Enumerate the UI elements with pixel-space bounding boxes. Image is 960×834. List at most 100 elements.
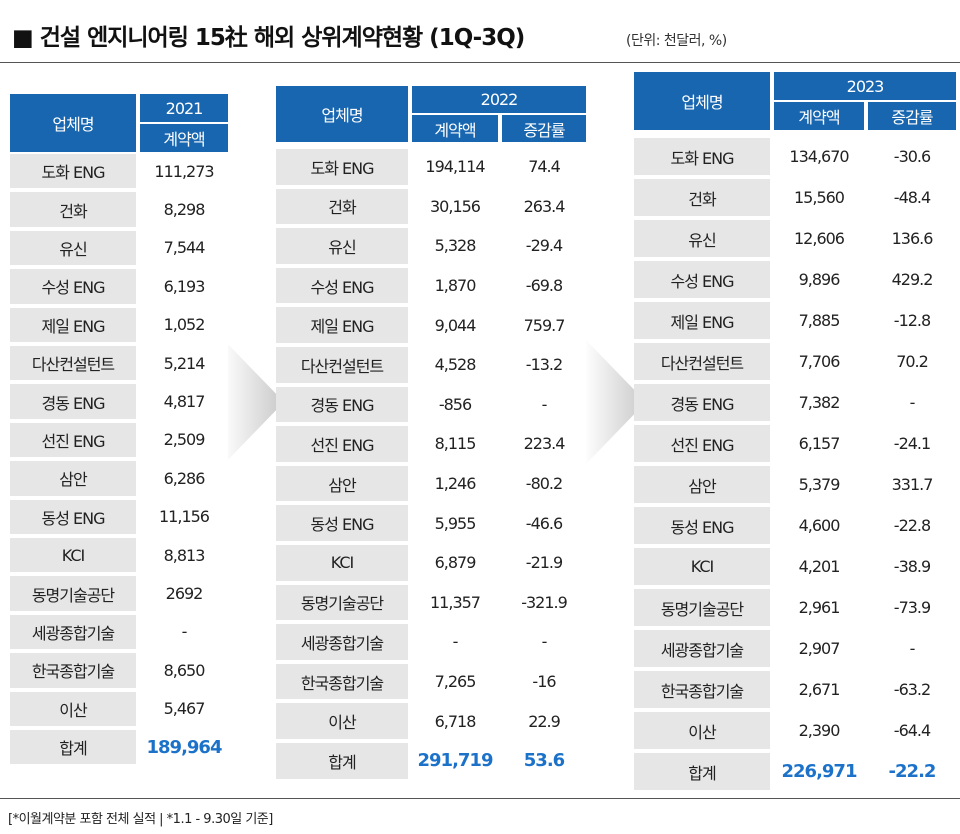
company-name: 동성 ENG [10, 499, 136, 534]
header-contract: 계약액 [774, 102, 864, 130]
arrow-right-icon [222, 338, 284, 466]
contract-value: 1,246 [412, 465, 498, 502]
contract-value: 6,157 [774, 425, 864, 462]
change-value: 74.4 [502, 149, 586, 185]
company-name: 경동 ENG [634, 384, 770, 421]
change-value: -30.6 [868, 138, 956, 175]
change-value: -12.8 [868, 302, 956, 339]
arrow-right-icon [584, 338, 646, 466]
company-name: 삼안 [10, 461, 136, 496]
company-name: 제일 ENG [634, 302, 770, 339]
change-value: -29.4 [502, 228, 586, 264]
contract-value: 11,357 [412, 584, 498, 621]
contract-value: 111,273 [140, 154, 228, 189]
change-value: - [868, 384, 956, 421]
header-year: 2023 [774, 72, 956, 100]
contract-value: 7,544 [140, 230, 228, 266]
company-name: 다산컨설턴트 [634, 343, 770, 380]
contract-value: 7,885 [774, 302, 864, 339]
contract-value: 6,879 [412, 545, 498, 581]
change-value: -69.8 [502, 267, 586, 304]
change-value: - [868, 630, 956, 667]
unit-note: (단위: 천달러, %) [626, 33, 727, 49]
company-name: 이산 [634, 712, 770, 749]
contract-value: 194,114 [412, 149, 498, 185]
top-divider [0, 62, 960, 63]
change-value: -13.2 [502, 347, 586, 383]
bottom-divider [0, 798, 960, 799]
company-name: 유신 [634, 220, 770, 257]
company-name: 건화 [634, 179, 770, 216]
company-name: 유신 [276, 228, 408, 264]
contract-value: 5,955 [412, 505, 498, 541]
contract-value: 15,560 [774, 179, 864, 216]
company-name: 경동 ENG [10, 384, 136, 419]
header-company: 업체명 [276, 86, 408, 142]
company-name: 제일 ENG [276, 307, 408, 343]
change-value: 331.7 [868, 466, 956, 503]
company-name: 이산 [276, 703, 408, 739]
contract-value: - [412, 624, 498, 660]
company-name: 다산컨설턴트 [10, 346, 136, 381]
change-value: -73.9 [868, 589, 956, 626]
change-value: -38.9 [868, 548, 956, 585]
company-name: 경동 ENG [276, 386, 408, 423]
contract-value: 2692 [140, 576, 228, 611]
contract-value: 2,671 [774, 671, 864, 708]
change-value: 70.2 [868, 343, 956, 380]
change-value: -48.4 [868, 179, 956, 216]
company-name: 선진 ENG [634, 425, 770, 462]
change-value: -16 [502, 663, 586, 700]
company-name: 한국종합기술 [276, 663, 408, 700]
change-value: 263.4 [502, 188, 586, 225]
contract-value: 5,379 [774, 466, 864, 503]
total-change: 53.6 [502, 743, 586, 779]
contract-value: 4,528 [412, 347, 498, 383]
change-value: -21.9 [502, 545, 586, 581]
company-name: KCI [634, 548, 770, 585]
company-name: 도화 ENG [10, 154, 136, 189]
company-name: 수성 ENG [276, 267, 408, 304]
total-label: 합계 [634, 753, 770, 790]
company-name: 제일 ENG [10, 307, 136, 342]
contract-value: 7,382 [774, 384, 864, 421]
contract-value: 5,467 [140, 691, 228, 726]
change-value: 136.6 [868, 220, 956, 257]
change-value: -80.2 [502, 465, 586, 502]
contract-value: 2,961 [774, 589, 864, 626]
company-name: 동명기술공단 [10, 576, 136, 611]
header-year: 2021 [140, 94, 228, 122]
change-value: 429.2 [868, 261, 956, 298]
contract-value: 7,706 [774, 343, 864, 380]
change-value: 759.7 [502, 307, 586, 343]
contract-value: 6,718 [412, 703, 498, 739]
company-name: 선진 ENG [10, 422, 136, 458]
contract-value: 5,214 [140, 346, 228, 381]
header-change: 증감률 [502, 115, 586, 142]
contract-value: 4,600 [774, 507, 864, 544]
change-value: -24.1 [868, 425, 956, 462]
contract-value: 8,115 [412, 426, 498, 462]
company-name: 이산 [10, 691, 136, 726]
footnote: [*이월계약분 포함 전체 실적 | *1.1 - 9.30일 기준] [8, 812, 273, 827]
company-name: 동성 ENG [276, 505, 408, 541]
table-2023: 업체명 2023 계약액 증감률 도화 ENG 134,670 -30.6 건화 15,560-… [634, 72, 956, 794]
contract-value: -856 [412, 386, 498, 423]
company-name: 유신 [10, 230, 136, 266]
company-name: 수성 ENG [634, 261, 770, 298]
contract-value: 2,390 [774, 712, 864, 749]
table-2022: 업체명 2022 계약액 증감률 도화 ENG 194,114 74.4 건화 30,156 26… [276, 86, 586, 783]
company-name: 한국종합기술 [634, 671, 770, 708]
contract-value: 2,907 [774, 630, 864, 667]
company-name: 수성 ENG [10, 269, 136, 304]
total-label: 합계 [276, 743, 408, 779]
header-year: 2022 [412, 86, 586, 113]
header-company: 업체명 [10, 94, 136, 152]
contract-value: 6,286 [140, 461, 228, 496]
change-value: 22.9 [502, 703, 586, 739]
total-contract: 291,719 [412, 743, 498, 779]
company-name: 세광종합기술 [276, 624, 408, 660]
company-name: 건화 [276, 188, 408, 225]
header-change: 증감률 [868, 102, 956, 130]
contract-value: 9,896 [774, 261, 864, 298]
